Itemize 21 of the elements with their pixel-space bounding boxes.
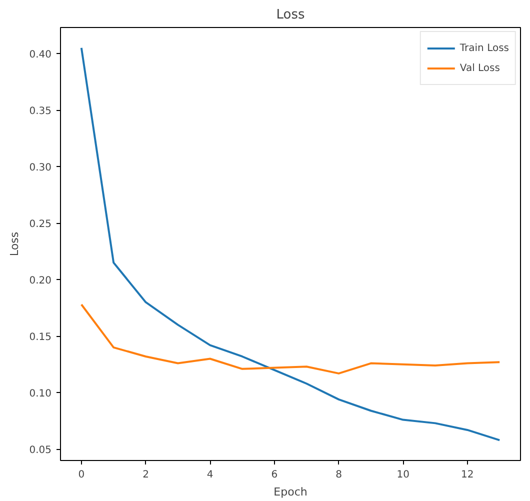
x-tick-label: 12 <box>461 470 474 480</box>
y-tick-label: 0.10 <box>29 388 52 400</box>
y-tick-label: 0.40 <box>29 50 52 61</box>
chart-title: Loss <box>276 8 305 22</box>
line-series <box>80 303 501 374</box>
x-tick-label: 6 <box>271 470 278 480</box>
y-tick-label: 0.05 <box>29 445 52 456</box>
y-tick-label: 0.20 <box>29 276 52 287</box>
y-tick-label: 0.35 <box>29 106 52 118</box>
y-tick-label: 0.25 <box>29 219 52 230</box>
legend-label: Val Loss <box>460 62 500 74</box>
x-axis-title: Epoch <box>274 486 308 498</box>
x-tick-label: 2 <box>142 470 149 480</box>
x-tick-label: 8 <box>336 470 342 480</box>
x-tick-label: 4 <box>206 470 214 480</box>
y-axis-title: Loss <box>8 232 22 256</box>
y-tick-label: 0.15 <box>29 332 52 344</box>
y-tick-label: 0.30 <box>29 162 52 174</box>
x-tick-label: 10 <box>396 470 410 480</box>
x-tick-label: 0 <box>78 470 85 480</box>
legend-label: Train Loss <box>460 42 509 54</box>
